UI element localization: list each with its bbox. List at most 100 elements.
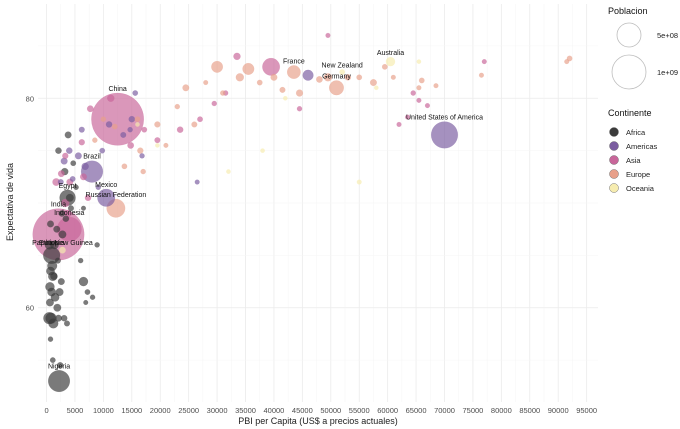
data-point bbox=[295, 89, 304, 97]
data-point bbox=[132, 90, 139, 96]
data-point bbox=[55, 288, 64, 297]
label-united-states-of-america: United States of America bbox=[406, 115, 483, 122]
data-point bbox=[369, 79, 377, 87]
data-point bbox=[57, 170, 65, 178]
data-point bbox=[418, 77, 425, 84]
data-point bbox=[49, 357, 56, 363]
legend-swatch-africa bbox=[609, 127, 619, 137]
data-point bbox=[270, 73, 278, 81]
data-point bbox=[191, 121, 198, 128]
legend-swatch-americas bbox=[609, 141, 619, 151]
data-point bbox=[74, 152, 82, 160]
point-china bbox=[91, 92, 144, 146]
data-point bbox=[120, 131, 127, 138]
x-tick-label: 60000 bbox=[377, 406, 398, 415]
data-point bbox=[65, 193, 74, 202]
data-point bbox=[182, 84, 190, 92]
data-point bbox=[86, 105, 94, 113]
data-point bbox=[70, 160, 77, 167]
x-tick-label: 0 bbox=[44, 406, 48, 415]
data-point bbox=[260, 148, 265, 153]
point-germany bbox=[328, 80, 344, 96]
x-tick-label: 40000 bbox=[264, 406, 285, 415]
data-point bbox=[62, 152, 69, 160]
data-point bbox=[481, 59, 487, 65]
x-tick-label: 10000 bbox=[93, 406, 114, 415]
legend-entry-africa: Africa bbox=[609, 127, 646, 137]
data-point bbox=[81, 162, 89, 171]
x-axis-ticks: 0 5000 10000 15000 20000 25000 30000 35000 40000… bbox=[44, 406, 597, 415]
data-point bbox=[63, 320, 71, 327]
label-india: India bbox=[51, 202, 66, 209]
point-france bbox=[286, 65, 301, 79]
data-point bbox=[356, 179, 362, 185]
size-legend-circle-large bbox=[611, 54, 647, 90]
data-point bbox=[302, 69, 314, 81]
data-point bbox=[323, 73, 333, 82]
data-point bbox=[356, 74, 363, 81]
size-legend-label-small: 5e+08 bbox=[657, 31, 678, 40]
x-tick-label: 95000 bbox=[576, 406, 597, 415]
point-papua-new-guinea bbox=[59, 246, 66, 254]
data-point bbox=[67, 205, 75, 212]
data-point bbox=[83, 299, 89, 306]
data-point bbox=[197, 116, 203, 123]
data-point bbox=[45, 298, 54, 307]
data-point bbox=[53, 225, 61, 233]
data-point bbox=[64, 131, 72, 139]
x-tick-label: 50000 bbox=[320, 406, 341, 415]
data-point bbox=[69, 176, 76, 182]
legend-swatch-asia bbox=[609, 155, 619, 165]
y-tick-label: 60 bbox=[26, 304, 34, 313]
x-tick-label: 75000 bbox=[462, 406, 483, 415]
size-legend: Poblacion 5e+08 1e+09 bbox=[608, 6, 678, 90]
data-point bbox=[416, 97, 422, 103]
legend-swatch-oceania bbox=[609, 183, 619, 193]
x-tick-label: 45000 bbox=[292, 406, 313, 415]
legend-swatch-europe bbox=[609, 169, 619, 179]
data-point bbox=[373, 85, 379, 91]
x-tick-label: 30000 bbox=[207, 406, 228, 415]
data-point bbox=[262, 57, 280, 76]
label-ethiopia: Ethiopia bbox=[39, 240, 64, 247]
data-point bbox=[316, 76, 323, 83]
data-point bbox=[211, 60, 224, 73]
data-point bbox=[390, 74, 396, 80]
x-tick-label: 15000 bbox=[121, 406, 142, 415]
legend-label-africa: Africa bbox=[626, 128, 646, 137]
x-tick-label: 5000 bbox=[67, 406, 84, 415]
x-tick-label: 25000 bbox=[178, 406, 199, 415]
data-point bbox=[58, 210, 66, 217]
point-australia bbox=[385, 56, 396, 67]
data-point bbox=[55, 147, 62, 154]
data-point bbox=[325, 32, 331, 38]
data-point bbox=[100, 116, 107, 122]
data-point bbox=[79, 173, 87, 181]
label-papua-new-guinea: Papua New Guinea bbox=[32, 240, 93, 247]
data-point bbox=[194, 179, 200, 185]
data-point bbox=[78, 126, 85, 133]
x-axis-title: PBI per Capita (US$ a precios actuales) bbox=[238, 416, 398, 426]
data-point bbox=[203, 79, 209, 86]
data-point bbox=[50, 292, 60, 302]
data-point bbox=[154, 121, 161, 128]
legend-entry-europe: Europe bbox=[609, 169, 650, 179]
data-point bbox=[84, 289, 91, 295]
data-point bbox=[410, 90, 416, 96]
data-point bbox=[84, 194, 92, 202]
x-tick-label: 80000 bbox=[491, 406, 512, 415]
color-legend: Continente Africa Americas Asia Europe O… bbox=[608, 108, 658, 193]
label-new-zealand: New Zealand bbox=[322, 62, 363, 69]
data-point bbox=[137, 147, 144, 154]
data-point bbox=[404, 114, 411, 120]
data-point bbox=[564, 59, 570, 65]
data-point bbox=[279, 86, 286, 93]
data-point bbox=[235, 73, 244, 82]
data-point bbox=[433, 83, 439, 89]
data-point bbox=[50, 240, 59, 250]
label-nigeria: Nigeria bbox=[48, 363, 70, 370]
data-point bbox=[78, 276, 89, 287]
data-point bbox=[226, 169, 231, 174]
data-point bbox=[127, 126, 133, 133]
